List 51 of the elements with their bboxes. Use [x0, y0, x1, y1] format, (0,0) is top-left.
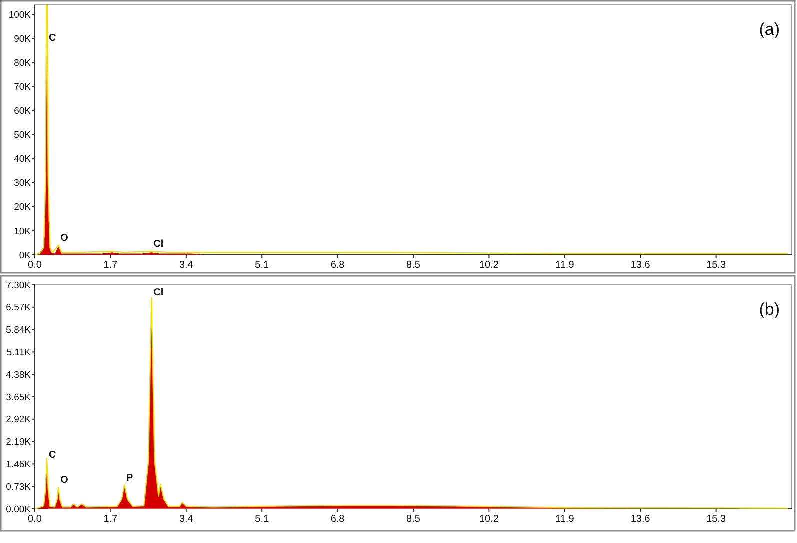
y-tick-label: 10K — [14, 226, 32, 238]
x-tick-label: 6.8 — [330, 514, 346, 525]
annotation: Cl — [154, 239, 164, 250]
x-tick-label: 0.0 — [28, 260, 42, 271]
annotation: (a) — [759, 20, 780, 39]
x-tick-label: 3.4 — [179, 260, 194, 271]
x-tick-label: 10.2 — [479, 514, 500, 525]
x-tick-label: 1.7 — [104, 514, 118, 525]
x-tick-label: 15.3 — [706, 260, 726, 271]
x-tick-label: 1.7 — [104, 260, 118, 271]
x-tick-label: 8.5 — [406, 514, 421, 525]
y-tick-label: 7.30K — [6, 280, 32, 292]
y-tick-label: 30K — [14, 178, 32, 190]
y-tick-label: 60K — [14, 106, 32, 118]
annotation: O — [60, 474, 69, 486]
annotation: (b) — [759, 300, 780, 319]
y-tick-label: 80K — [14, 58, 32, 70]
x-tick-label: 5.1 — [255, 514, 270, 525]
y-tick-label: 20K — [14, 202, 32, 214]
annotation: C — [49, 450, 56, 461]
y-tick-label: 100K — [8, 10, 32, 21]
x-tick-label: 8.5 — [406, 260, 421, 271]
x-tick-label: 6.8 — [330, 260, 346, 271]
y-tick-label: 3.65K — [6, 392, 32, 404]
annotation: Cl — [154, 288, 164, 299]
y-tick-label: 4.38K — [6, 370, 32, 381]
y-tick-label: 50K — [14, 130, 32, 142]
x-tick-label: 5.1 — [255, 260, 270, 271]
y-tick-label: 70K — [14, 82, 32, 94]
y-tick-label: 40K — [14, 154, 32, 166]
y-tick-label: 5.84K — [6, 325, 32, 336]
y-tick-label: 0K — [19, 250, 32, 262]
x-tick-label: 13.6 — [630, 260, 651, 271]
y-tick-label: 0.73K — [6, 482, 32, 493]
y-tick-label: 2.19K — [6, 437, 32, 448]
annotation: P — [126, 473, 134, 484]
x-tick-label: 13.6 — [630, 514, 651, 525]
x-tick-label: 15.3 — [706, 514, 726, 525]
y-tick-label: 6.57K — [6, 302, 32, 314]
x-tick-label: 0.0 — [28, 514, 42, 525]
annotation: C — [49, 33, 56, 44]
x-tick-label: 10.2 — [479, 260, 500, 271]
x-tick-label: 11.9 — [556, 514, 575, 525]
y-tick-label: 5.11K — [6, 348, 32, 359]
annotation: O — [60, 233, 69, 244]
y-tick-label: 0.00K — [6, 504, 32, 516]
x-tick-label: 11.9 — [556, 260, 575, 271]
y-tick-label: 2.92K — [6, 414, 32, 426]
x-tick-label: 3.4 — [179, 514, 194, 525]
y-tick-label: 90K — [14, 34, 32, 45]
y-tick-label: 1.46K — [6, 460, 32, 471]
